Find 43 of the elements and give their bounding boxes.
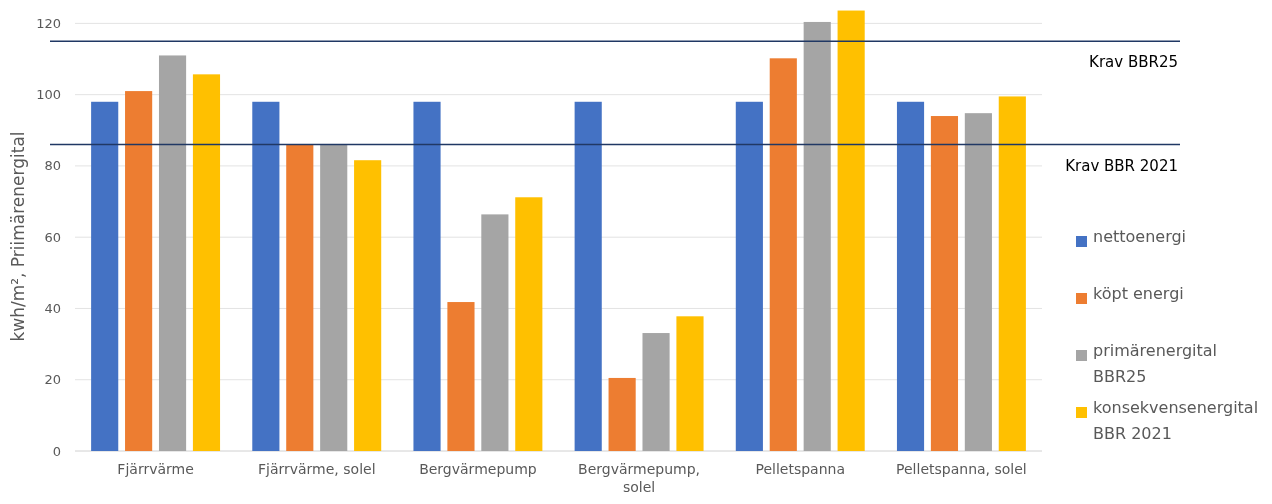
bar bbox=[676, 316, 704, 451]
bar bbox=[896, 101, 925, 451]
bar bbox=[91, 101, 119, 451]
y-tick-label: 100 bbox=[36, 87, 61, 103]
ref-line-label: Krav BBR25 bbox=[1089, 53, 1178, 72]
legend-label: konsekvensenergital BBR 2021 bbox=[1093, 398, 1259, 443]
legend-label: köpt energi bbox=[1093, 284, 1184, 303]
bar bbox=[574, 101, 602, 451]
ref-line-label: Krav BBR 2021 bbox=[1065, 156, 1178, 175]
bar bbox=[998, 96, 1026, 451]
bar bbox=[413, 101, 441, 451]
bar bbox=[608, 377, 636, 451]
x-tick-label: Pelletspanna, solel bbox=[896, 461, 1027, 477]
bar bbox=[964, 113, 992, 451]
bar bbox=[354, 160, 382, 451]
y-tick-label: 60 bbox=[44, 229, 61, 245]
bar bbox=[515, 197, 543, 451]
y-tick-label: 40 bbox=[44, 301, 61, 317]
bar bbox=[192, 74, 221, 451]
bar bbox=[481, 214, 509, 451]
x-tick-label: Bergvärmepump, solel bbox=[578, 461, 701, 495]
bar bbox=[642, 333, 670, 451]
x-tick-label: Fjärrvärme, solel bbox=[257, 461, 376, 477]
y-tick-label: 0 bbox=[52, 443, 61, 459]
y-tick-label: 120 bbox=[36, 15, 61, 31]
x-tick-label: Bergvärmepump bbox=[419, 461, 537, 477]
bar bbox=[837, 10, 865, 451]
y-tick-label: 80 bbox=[44, 158, 61, 174]
y-tick-label: 20 bbox=[44, 372, 61, 388]
bar bbox=[320, 144, 348, 451]
bar bbox=[769, 58, 797, 451]
bar bbox=[252, 101, 280, 451]
bar bbox=[930, 116, 959, 451]
y-axis-title: kwh/m², Priimärenergital bbox=[8, 131, 28, 342]
legend-label: nettoenergi bbox=[1093, 227, 1187, 246]
bar bbox=[447, 302, 475, 451]
bar bbox=[125, 91, 153, 451]
bar bbox=[158, 55, 187, 451]
x-tick-label: Pelletspanna bbox=[755, 461, 846, 477]
bar bbox=[286, 144, 314, 451]
x-tick-label: Fjärrvärme bbox=[117, 461, 194, 477]
bar bbox=[803, 21, 831, 451]
bar bbox=[735, 101, 763, 451]
